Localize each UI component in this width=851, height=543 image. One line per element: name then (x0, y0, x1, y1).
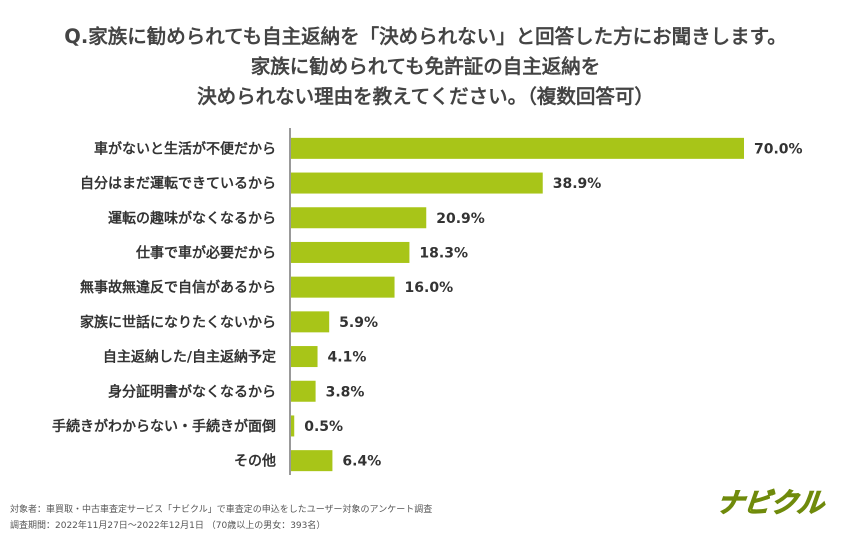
bar (291, 380, 316, 402)
category-label: 自主返納した/自主返納予定 (103, 349, 276, 366)
category-label: 仕事で車が必要だから (135, 244, 276, 261)
data-label: 16.0% (405, 280, 454, 296)
category-label: 家族に世話になりたくないから (80, 314, 276, 331)
bar (291, 241, 410, 263)
data-label: 6.4% (342, 454, 381, 470)
navikuru-logo: ナビクル (716, 487, 828, 519)
category-label: 車がないと生活が不便だから (94, 140, 276, 157)
category-label: 自分はまだ運転できているから (80, 175, 276, 192)
category-label: 身分証明書がなくなるから (108, 383, 276, 400)
bar (291, 346, 318, 368)
footer-target-note: 対象者：車買取・中古車査定サービス「ナビクル」で車査定の申込をしたユーザー対象の… (10, 505, 433, 515)
data-label: 20.9% (436, 211, 485, 227)
category-label: その他 (234, 453, 276, 470)
title-line-2: 家族に勧められても免許証の自主返納を (250, 55, 601, 78)
category-label: 無事故無違反で自信があるから (80, 279, 276, 296)
bar (291, 311, 330, 333)
footer-period-note: 調査期間：2022年11月27日～2022年12月1日 （70歳以上の男女：39… (10, 521, 326, 531)
data-label: 18.3% (419, 245, 468, 261)
data-label: 70.0% (754, 141, 803, 157)
data-label: 4.1% (328, 350, 367, 366)
title-line-1: Q.家族に勧められても自主返納を「決められない」と回答した方にお聞きします。 (64, 25, 787, 48)
bar (291, 450, 333, 472)
bar (291, 172, 543, 194)
title-line-3: 決められない理由を教えてください。（複数回答可） (197, 85, 654, 108)
bar (291, 276, 395, 298)
data-label: 3.8% (326, 384, 365, 400)
data-label: 38.9% (553, 176, 602, 192)
chart-title: Q.家族に勧められても自主返納を「決められない」と回答した方にお聞きします。 家… (0, 22, 851, 112)
bar (291, 415, 295, 437)
data-label: 0.5% (304, 419, 343, 435)
bar (291, 207, 427, 229)
logo-text: ナビクル (716, 488, 828, 519)
bar (291, 137, 744, 159)
footer-notes: 対象者：車買取・中古車査定サービス「ナビクル」で車査定の申込をしたユーザー対象の… (10, 502, 432, 534)
category-label: 手続きがわからない・手続きが面倒 (52, 418, 276, 435)
data-label: 5.9% (339, 315, 378, 331)
category-label: 運転の趣味がなくなるから (108, 210, 276, 227)
